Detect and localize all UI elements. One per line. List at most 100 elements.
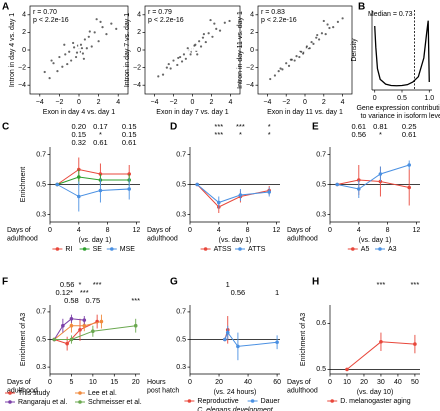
p-value-label: * — [99, 130, 102, 139]
data-point — [69, 337, 74, 342]
data-point — [407, 163, 412, 167]
y-tick-label: 0.6 — [316, 320, 326, 327]
series-line — [54, 325, 136, 340]
y-tick-label: 0.7 — [316, 151, 326, 158]
scatter-point — [64, 53, 67, 56]
x-tick-label: 0 — [188, 379, 192, 386]
scatter-point — [318, 38, 321, 41]
p-value-label: 1 — [226, 280, 230, 289]
density-curve — [374, 20, 430, 87]
legend-label: RI — [65, 246, 72, 253]
x-axis-label: Days of — [147, 227, 171, 234]
scatter-point — [110, 22, 113, 25]
y-tick-label: 0.3 — [36, 211, 46, 218]
scatter-point — [99, 20, 102, 23]
legend-marker — [8, 391, 12, 395]
x-tick-label: −4 — [36, 99, 44, 106]
p-value-label: 0.15 — [122, 130, 137, 139]
x-axis-note: (vs. 24 hours) — [214, 389, 257, 396]
scatter-point — [72, 41, 75, 45]
p-value-label: * — [268, 130, 271, 139]
data-point — [236, 344, 240, 349]
data-point — [77, 194, 81, 199]
x-tick-label: 12 — [273, 227, 281, 234]
series-line — [196, 184, 270, 208]
y-tick-label: −4 — [18, 82, 26, 89]
y-tick-label: 0.5 — [316, 366, 326, 373]
legend-label: MSE — [120, 246, 136, 253]
scatter-point — [298, 55, 301, 59]
x-axis-label: adulthood — [7, 387, 38, 394]
legend-marker — [8, 400, 12, 404]
scatter-point — [88, 30, 91, 33]
panel-label: E — [312, 122, 319, 133]
data-point — [238, 193, 243, 197]
x-tick-label: 0 — [48, 227, 52, 234]
legend-marker — [78, 400, 82, 404]
p-value-label: 1 — [275, 288, 279, 297]
x-tick-label: 0 — [48, 379, 52, 386]
data-point — [378, 172, 383, 176]
y-tick-label: −2 — [18, 64, 26, 71]
scatter-point — [315, 36, 318, 39]
p-value-label: 0.61 — [93, 138, 108, 147]
y-tick-label: 0.5 — [176, 181, 186, 188]
x-axis-note: (vs. day 1) — [79, 237, 112, 244]
scatter-point — [165, 66, 168, 69]
x-axis-label: Days of — [287, 379, 311, 386]
x-tick-label: 4 — [116, 99, 120, 106]
p-value-label: * — [79, 280, 82, 289]
scatter-point — [176, 63, 179, 67]
x-axis-label: Days of — [7, 227, 31, 234]
scatter-point — [202, 33, 205, 36]
data-point — [195, 182, 199, 187]
scatter-point — [194, 43, 197, 46]
data-point — [82, 323, 87, 328]
annotation: p < 2.2e-16 — [33, 17, 69, 24]
scatter-point — [201, 36, 205, 39]
scatter-point — [209, 18, 212, 22]
scatter-point — [172, 59, 175, 62]
scatter-point — [287, 64, 291, 67]
y-axis-label: Enrichment of A3 — [300, 313, 307, 366]
data-point — [275, 340, 279, 345]
y-tick-label: 0.3 — [176, 364, 186, 371]
legend-marker — [187, 399, 192, 403]
y-tick-label: 0.5 — [176, 336, 186, 343]
x-axis-note: (vs. day 1) — [219, 237, 252, 244]
series-line — [54, 321, 98, 345]
scatter-point — [218, 29, 222, 32]
scatter-point — [169, 67, 172, 70]
p-value-label: *** — [411, 280, 420, 289]
y-axis-label: Enrichment of A3 — [20, 313, 27, 366]
data-point — [133, 323, 138, 328]
panel-label: G — [170, 277, 178, 288]
x-axis-label: to variance in isoform level — [361, 113, 440, 120]
scatter-point — [157, 75, 160, 78]
annotation: r = 0.79 — [148, 9, 172, 16]
x-tick-label: 4 — [229, 99, 233, 106]
y-tick-label: 4 — [250, 12, 254, 19]
x-tick-label: 20 — [360, 379, 368, 386]
x-tick-label: 8 — [386, 227, 390, 234]
scatter-point — [85, 47, 88, 50]
p-value-label: 0.20 — [71, 122, 86, 131]
scatter-point — [167, 62, 170, 66]
legend-label: ATTS — [248, 246, 266, 253]
p-value-label: 0.61 — [402, 130, 417, 139]
scatter-point — [80, 47, 84, 50]
legend-marker — [351, 247, 355, 251]
legend-marker — [82, 247, 87, 251]
scatter-point — [58, 55, 61, 59]
y-axis-label: Intron in day 11 vs. day 1 — [237, 11, 244, 89]
scatter-point — [295, 55, 298, 58]
scatter-point — [207, 32, 210, 35]
scatter-point — [189, 53, 192, 56]
scatter-point — [161, 73, 165, 76]
data-point — [69, 323, 74, 328]
scatter-point — [48, 77, 51, 80]
y-tick-label: 0 — [22, 47, 26, 54]
data-point — [98, 188, 103, 193]
p-value-label: 0.58 — [64, 296, 79, 305]
p-value-label: * — [239, 130, 242, 139]
